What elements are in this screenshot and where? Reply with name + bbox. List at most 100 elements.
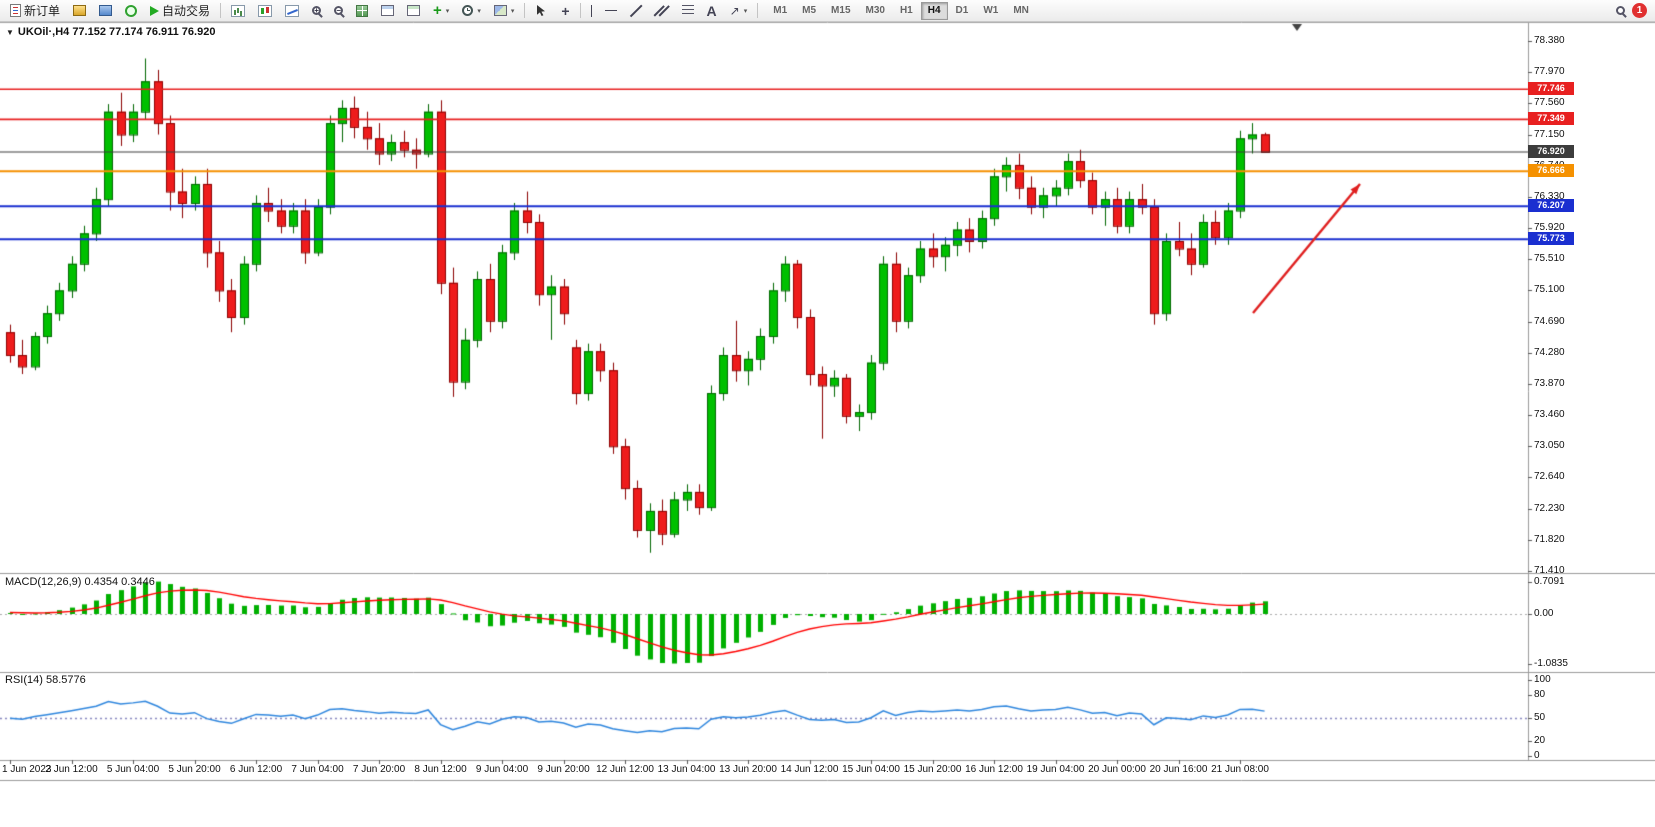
line-chart-icon: [285, 4, 300, 17]
cursor-button[interactable]: [529, 1, 554, 20]
price-level-badge: 77.349: [1528, 112, 1574, 126]
horizontal-line-button[interactable]: [599, 1, 623, 20]
time-axis-label: 9 Jun 20:00: [537, 764, 590, 775]
price-axis-label: 72.230: [1534, 502, 1565, 514]
price-axis[interactable]: 78.38077.97077.56077.15076.74076.33075.9…: [1528, 22, 1655, 761]
price-axis-label: 77.970: [1534, 66, 1565, 78]
rsi-axis-label: 100: [1534, 674, 1551, 685]
vertical-line-button[interactable]: [585, 1, 598, 20]
data-window-button[interactable]: [93, 1, 118, 20]
price-level-badge: 76.666: [1528, 164, 1574, 178]
timeframe-D1[interactable]: D1: [949, 2, 976, 20]
line-chart-button[interactable]: [279, 1, 305, 20]
price-axis-label: 75.510: [1534, 253, 1565, 265]
time-axis[interactable]: 1 Jun 2023 2 Jun 12:00 5 Jun 04:00 5 Jun 20…: [0, 760, 1528, 780]
bar-chart-icon: [231, 4, 246, 17]
arrow-tool-icon: ↗: [729, 3, 740, 18]
search-button[interactable]: [1610, 1, 1631, 20]
time-axis-label: 9 Jun 04:00: [475, 764, 529, 775]
rsi-axis-label: 0: [1534, 750, 1540, 761]
chevron-down-icon: ▾: [477, 7, 481, 15]
price-axis-label: 71.820: [1534, 533, 1565, 545]
trendline-button[interactable]: [624, 1, 648, 20]
tile-windows-button[interactable]: [350, 1, 374, 20]
time-axis-label: 7 Jun 04:00: [291, 764, 344, 775]
crosshair-button[interactable]: +: [555, 1, 575, 20]
time-axis-label: 1 Jun 2023: [2, 764, 52, 775]
time-axis-label: 2 Jun 12:00: [45, 764, 98, 775]
chart-shift-button[interactable]: [401, 1, 426, 20]
auto-trading-play-icon: [150, 5, 160, 16]
clock-icon: [462, 5, 474, 16]
trendline-icon: [630, 5, 642, 17]
price-level-badge: 76.207: [1528, 199, 1574, 213]
price-axis-label: 78.380: [1534, 35, 1565, 46]
price-level-badge: 77.746: [1528, 82, 1574, 96]
periods-button[interactable]: ▾: [456, 1, 487, 20]
arrows-tool-button[interactable]: ↗ ▾: [724, 1, 754, 20]
price-axis-label: 77.150: [1534, 128, 1565, 140]
macd-axis-label: 0.00: [1534, 608, 1554, 619]
price-axis-label: 77.560: [1534, 97, 1565, 109]
new-order-button[interactable]: 新订单: [4, 1, 66, 20]
notification-badge[interactable]: 1: [1632, 3, 1647, 18]
candlestick-chart-button[interactable]: [252, 1, 278, 20]
chevron-down-icon: ▾: [510, 7, 515, 15]
zoom-in-button[interactable]: +: [306, 1, 327, 20]
strategy-tester-icon: [125, 4, 138, 17]
zoom-out-button[interactable]: −: [328, 1, 349, 20]
strategy-tester-button[interactable]: [119, 1, 143, 20]
auto-trading-button[interactable]: 自动交易: [144, 1, 216, 20]
indicators-button[interactable]: + ▾: [427, 1, 455, 20]
rsi-axis-label: 20: [1534, 734, 1546, 746]
price-axis-label: 76.330: [1534, 190, 1565, 202]
arrange-windows-button[interactable]: [375, 1, 400, 20]
time-axis-label: 15 Jun 20:00: [903, 764, 962, 775]
timeframe-toolbar: M1 M5 M15 M30 H1 H4 D1 W1 MN: [766, 1, 1036, 20]
new-order-icon: [10, 4, 21, 17]
bar-chart-button[interactable]: [225, 1, 251, 20]
time-axis-label: 21 Jun 08:00: [1211, 764, 1269, 775]
macd-axis-label: 0.7091: [1534, 575, 1565, 587]
market-watch-button[interactable]: [67, 1, 92, 20]
channel-button[interactable]: [649, 1, 675, 20]
fibonacci-icon: [681, 5, 694, 16]
chevron-down-icon: ▾: [445, 7, 450, 15]
add-indicator-icon: +: [433, 1, 442, 19]
zoom-out-icon: −: [334, 6, 344, 15]
price-axis-label: 71.410: [1534, 564, 1565, 576]
timeframe-W1[interactable]: W1: [976, 2, 1005, 20]
price-level-badge: 76.920: [1528, 145, 1574, 159]
vertical-line-icon: [590, 4, 592, 17]
rsi-axis-label: 50: [1534, 712, 1546, 723]
data-window-icon: [99, 5, 113, 16]
time-axis-label: 5 Jun 04:00: [106, 764, 160, 775]
timeframe-M1[interactable]: M1: [766, 2, 794, 20]
timeframe-H1[interactable]: H1: [893, 2, 920, 20]
price-axis-label: 75.920: [1534, 222, 1565, 234]
time-axis-label: 20 Jun 00:00: [1088, 764, 1146, 775]
text-tool-button[interactable]: A: [701, 1, 723, 20]
tile-windows-icon: [356, 4, 369, 17]
timeframe-M30[interactable]: M30: [859, 2, 892, 20]
time-axis-label: 14 Jun 12:00: [780, 764, 839, 775]
time-axis-label: 13 Jun 04:00: [657, 764, 716, 775]
toolbar-separator: [757, 3, 759, 18]
price-axis-label: 73.870: [1534, 377, 1565, 389]
price-axis-label: 75.100: [1534, 284, 1565, 296]
time-axis-label: 8 Jun 12:00: [414, 764, 467, 775]
timeframe-M5[interactable]: M5: [795, 2, 823, 20]
time-axis-label: 7 Jun 20:00: [352, 764, 406, 775]
horizontal-line-icon: [604, 10, 617, 11]
time-axis-label: 16 Jun 12:00: [965, 764, 1023, 775]
timeframe-H4[interactable]: H4: [920, 1, 948, 20]
timeframe-M15[interactable]: M15: [824, 2, 857, 20]
search-icon: [1616, 6, 1625, 15]
price-axis-label: 74.690: [1534, 315, 1565, 327]
fibonacci-button[interactable]: [676, 1, 700, 20]
toolbar-separator: [220, 3, 222, 18]
timeframe-MN[interactable]: MN: [1006, 2, 1036, 20]
templates-button[interactable]: ▾: [488, 1, 521, 20]
